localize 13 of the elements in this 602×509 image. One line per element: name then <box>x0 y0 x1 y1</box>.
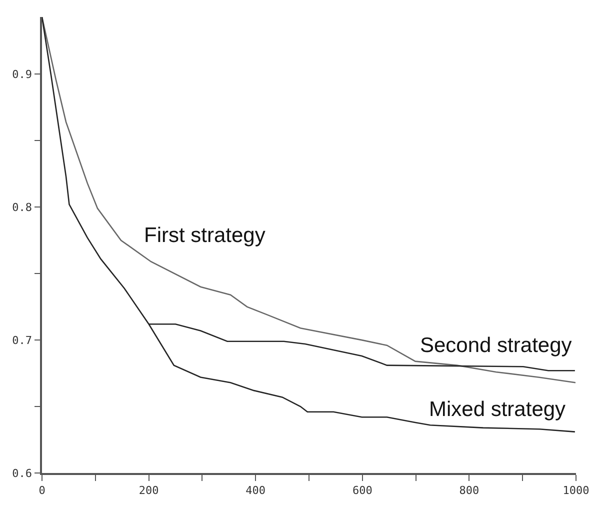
series-label: First strategy <box>144 224 266 247</box>
x-tick-label: 200 <box>138 484 159 497</box>
x-tick-label: 1000 <box>562 484 590 497</box>
y-tick-label: 0.6 <box>12 466 32 480</box>
series-label: Mixed strategy <box>429 398 566 421</box>
y-tick-label: 0.8 <box>12 200 32 214</box>
y-tick-label: 0.7 <box>12 334 32 347</box>
series-label: Second strategy <box>420 334 572 357</box>
x-tick-label: 800 <box>459 484 480 497</box>
x-tick-label: 0 <box>38 484 46 497</box>
x-tick-label: 400 <box>246 484 266 497</box>
y-tick-label: 0.9 <box>12 68 32 82</box>
x-tick-label: 600 <box>352 484 372 497</box>
